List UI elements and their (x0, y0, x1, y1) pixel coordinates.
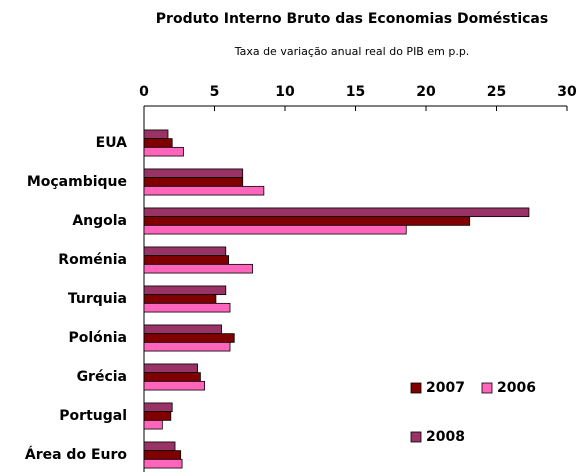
y-tick-label: Roménia (58, 252, 127, 268)
y-tick-label: EUA (96, 135, 128, 151)
bar (143, 441, 176, 452)
legend-swatch (481, 382, 493, 394)
bar (143, 380, 206, 391)
bar (143, 363, 198, 374)
bar (143, 294, 217, 304)
y-tick-label: Área do Euro (25, 446, 128, 463)
bar (143, 146, 184, 157)
x-tick-label: 25 (487, 84, 506, 100)
bar (143, 263, 253, 274)
bar (143, 185, 265, 196)
legend-label: 2008 (426, 429, 465, 445)
bar (143, 333, 235, 343)
x-tick-label: 10 (275, 84, 295, 100)
y-tick-label: Grécia (77, 369, 127, 385)
bar (143, 246, 227, 257)
x-tick-label: 5 (210, 84, 220, 100)
chart-title: Produto Interno Bruto das Economias Domé… (156, 11, 548, 27)
bar (143, 341, 231, 352)
bar (143, 168, 244, 179)
legend-swatch (410, 431, 422, 443)
legend-swatch (410, 382, 422, 394)
bar (143, 177, 244, 187)
bar (143, 458, 183, 469)
y-tick-label: Portugal (59, 408, 127, 424)
bar (143, 207, 530, 218)
bar (143, 372, 201, 382)
y-tick-label: Moçambique (27, 174, 127, 190)
x-tick-label: 0 (139, 84, 149, 100)
x-tick-label: 15 (346, 84, 365, 100)
bar (143, 255, 229, 265)
bar (143, 450, 182, 460)
bar (143, 411, 172, 421)
bar (143, 302, 231, 313)
legend-label: 2006 (497, 380, 536, 396)
x-tick-label: 20 (416, 84, 436, 100)
y-tick-label: Angola (72, 213, 127, 229)
chart-subtitle: Taxa de variação anual real do PIB em p.… (234, 45, 470, 58)
legend-label: 2007 (426, 380, 465, 396)
bar (143, 402, 173, 413)
bar (143, 324, 222, 335)
bar (143, 216, 471, 226)
x-tick-label: 30 (557, 84, 577, 100)
bar (143, 224, 407, 235)
bar (143, 138, 173, 148)
bar (143, 285, 227, 296)
bar (143, 419, 163, 430)
y-tick-label: Polónia (68, 330, 127, 346)
bar (143, 129, 169, 140)
y-tick-label: Turquia (68, 291, 127, 307)
